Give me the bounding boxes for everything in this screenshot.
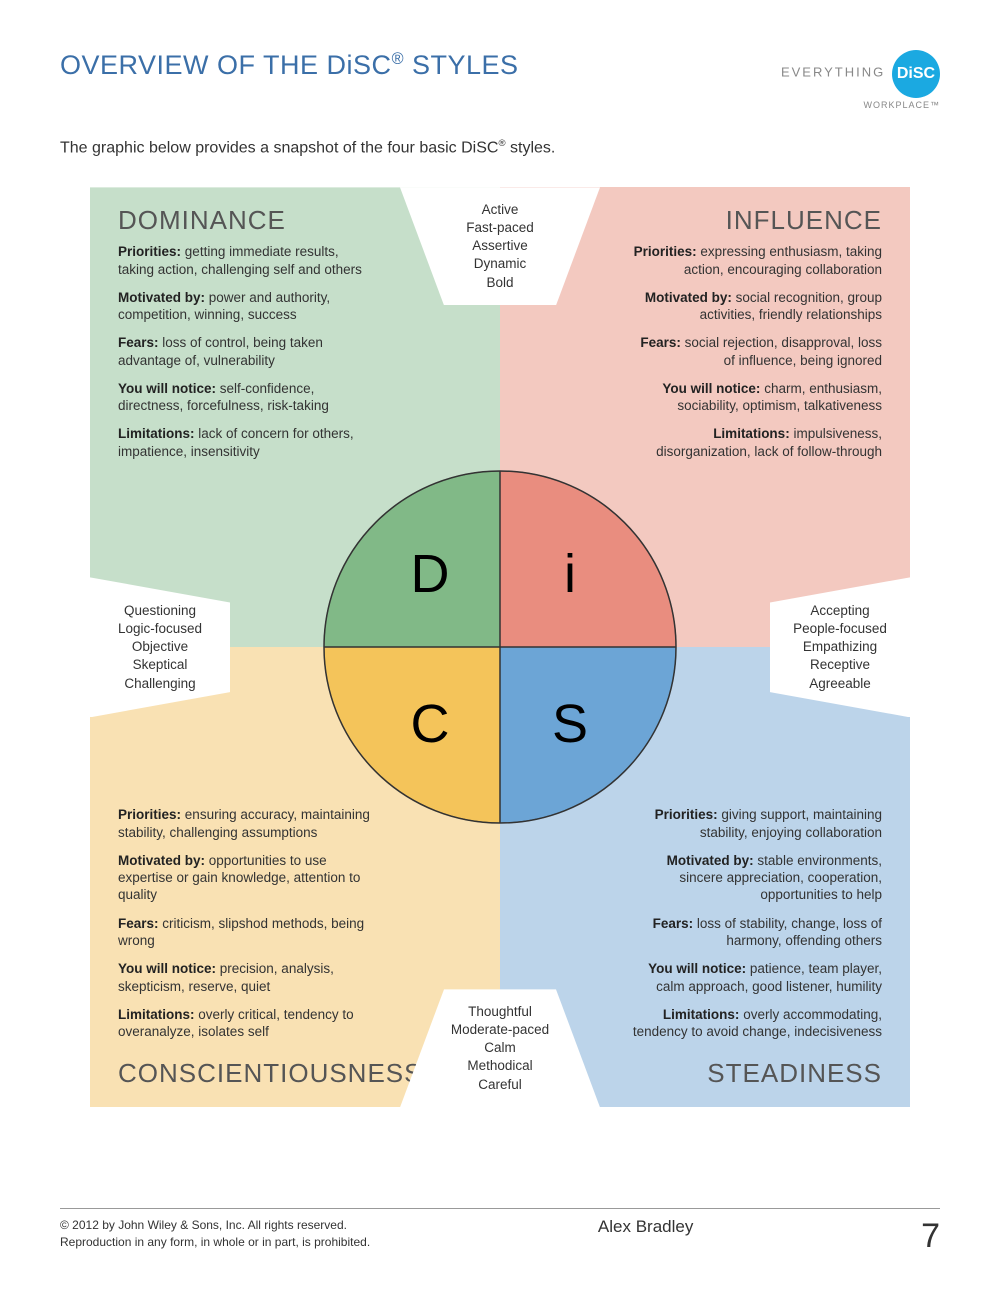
logo-badge: DiSC [892,50,940,98]
quadrant-c-title: CONSCIENTIOUSNESS [118,1058,423,1089]
circle-letter-s: S [552,694,588,754]
footer-page-number: 7 [921,1217,940,1256]
disc-circle: D i C S [320,467,680,827]
quadrant-d-body: Priorities: getting immediate results, t… [118,243,373,471]
logo-line2: WORKPLACE™ [781,100,940,110]
quadrant-s-title: STEADINESS [707,1058,882,1089]
quadrant-c-body: Priorities: ensuring accuracy, maintaini… [118,806,373,1051]
footer-username: Alex Bradley [598,1217,693,1237]
circle-letter-d: D [411,544,450,604]
header: OVERVIEW OF THE DiSC® STYLES EVERYTHING … [60,50,940,110]
circle-letter-c: C [411,694,450,754]
logo: EVERYTHING DiSC WORKPLACE™ [781,50,940,110]
circle-slice-i [500,471,676,647]
intro-text: The graphic below provides a snapshot of… [60,138,940,157]
quadrant-d-title: DOMINANCE [118,205,286,236]
circle-letter-i: i [564,544,576,604]
quadrant-i-body: Priorities: expressing enthusiasm, takin… [627,243,882,471]
quadrant-s-body: Priorities: giving support, maintaining … [627,806,882,1051]
footer: © 2012 by John Wiley & Sons, Inc. All ri… [60,1208,940,1256]
quadrant-i-title: INFLUENCE [726,205,882,236]
footer-copyright: © 2012 by John Wiley & Sons, Inc. All ri… [60,1217,370,1251]
disc-diagram: DOMINANCE INFLUENCE CONSCIENTIOUSNESS ST… [90,187,910,1107]
logo-line1: EVERYTHING [781,65,885,80]
page-title: OVERVIEW OF THE DiSC® STYLES [60,50,519,81]
